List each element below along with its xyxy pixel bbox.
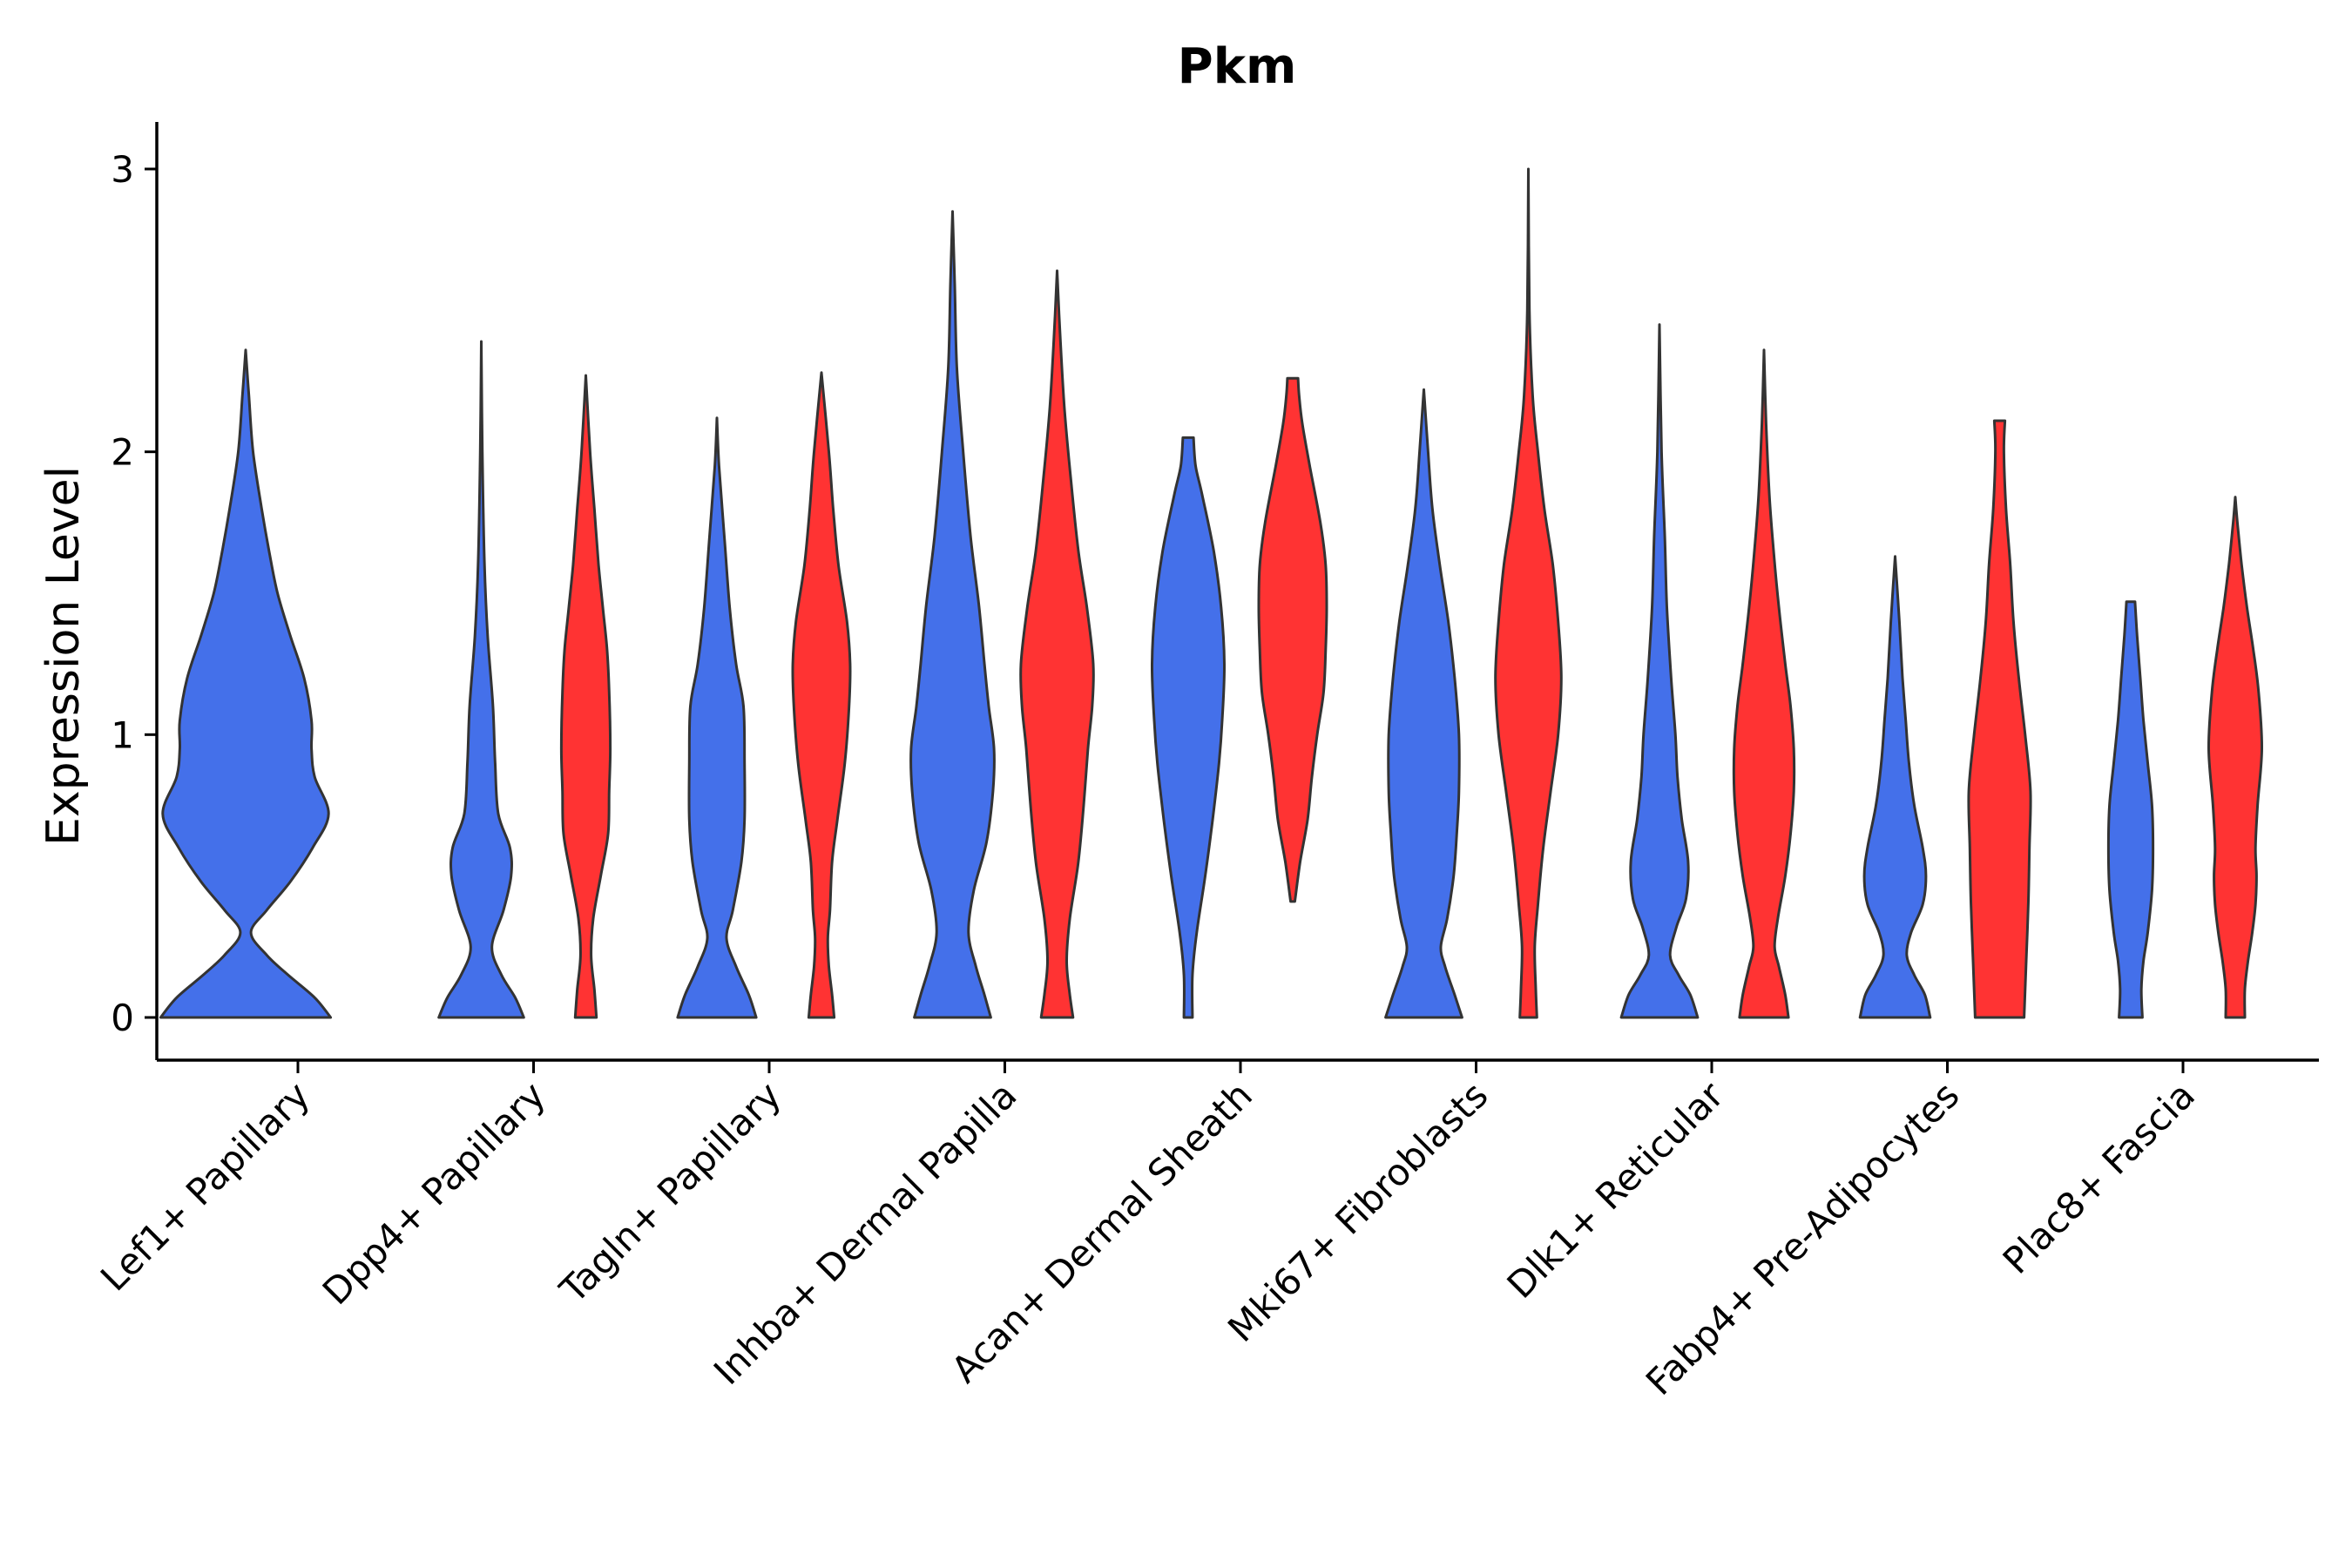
- violin-red-4: [1257, 376, 1328, 903]
- y-tick-label: 2: [111, 431, 134, 474]
- violin-red-2: [791, 371, 852, 1019]
- violin-blue-2: [676, 416, 758, 1019]
- y-axis-label: Expression Level: [37, 466, 90, 846]
- y-tick-label: 1: [111, 713, 134, 756]
- violin-blue-8: [2106, 600, 2155, 1019]
- chart-title: Pkm: [1178, 38, 1297, 95]
- violins-layer: [159, 167, 2264, 1019]
- x-tick-label: Plac8+ Fascia: [1995, 1073, 2203, 1281]
- violin-red-5: [1494, 167, 1563, 1019]
- x-tick-label: Lef1+ Papillary: [92, 1073, 318, 1299]
- x-tick-label: Tagln+ Papillary: [551, 1073, 789, 1311]
- y-tick-label: 3: [111, 148, 134, 191]
- violin-blue-1: [437, 340, 525, 1019]
- violin-blue-4: [1150, 436, 1227, 1019]
- y-tick-label: 0: [111, 997, 134, 1039]
- x-tick-label: Dpp4+ Papillary: [314, 1073, 554, 1313]
- violin-red-1: [559, 374, 612, 1019]
- violin-blue-5: [1384, 388, 1463, 1019]
- x-tick-label: Dlk1+ Reticular: [1499, 1073, 1733, 1307]
- violin-red-3: [1019, 269, 1095, 1019]
- violin-blue-7: [1858, 555, 1932, 1019]
- axes-layer: [155, 122, 2319, 1062]
- violin-blue-0: [159, 348, 333, 1019]
- violin-red-8: [2207, 496, 2264, 1019]
- violin-red-6: [1732, 348, 1796, 1019]
- violin-blue-3: [909, 210, 996, 1019]
- violin-red-7: [1967, 419, 2032, 1019]
- violin-blue-6: [1619, 323, 1700, 1019]
- y-ticks: 0 1 2 3: [111, 148, 157, 1039]
- x-tick-label: Mki67+ Fibroblasts: [1220, 1073, 1496, 1349]
